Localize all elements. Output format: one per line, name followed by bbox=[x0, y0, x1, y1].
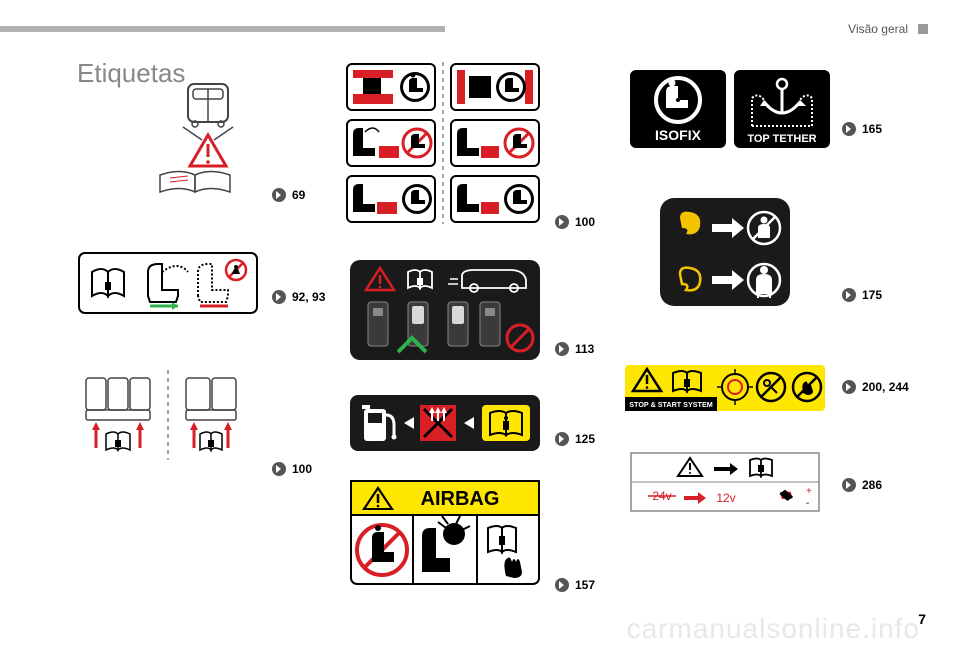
label-fuel bbox=[350, 395, 540, 451]
page-ref-92-93: 92, 93 bbox=[272, 290, 325, 304]
header-marker bbox=[918, 24, 928, 34]
page-ref-icon bbox=[842, 122, 856, 136]
label-seat-configs bbox=[343, 62, 543, 224]
label-airbag: AIRBAG bbox=[350, 480, 540, 585]
page-ref-text: 100 bbox=[575, 215, 595, 229]
page-ref-113: 113 bbox=[555, 342, 594, 356]
page-ref-69: 69 bbox=[272, 188, 305, 202]
page-ref-text: 157 bbox=[575, 578, 595, 592]
page-ref-text: 286 bbox=[862, 478, 882, 492]
page-ref-165: 165 bbox=[842, 122, 882, 136]
page-ref-text: 100 bbox=[292, 462, 312, 476]
page-ref-icon bbox=[555, 578, 569, 592]
page-ref-icon bbox=[555, 215, 569, 229]
label-stop-start: STOP & START SYSTEM bbox=[625, 365, 825, 411]
label-isofix-tether: ISOFIX TOP TETHER bbox=[630, 70, 830, 148]
label-voltage: 24v 12v + - bbox=[630, 452, 820, 512]
page-ref-text: 200, 244 bbox=[862, 380, 909, 394]
page-ref-text: 175 bbox=[862, 288, 882, 302]
page-ref-text: 113 bbox=[575, 342, 594, 356]
page-ref-icon bbox=[555, 432, 569, 446]
page-ref-icon bbox=[272, 290, 286, 304]
page-ref-157: 157 bbox=[555, 578, 595, 592]
page-ref-icon bbox=[842, 478, 856, 492]
page-ref-200-244: 200, 244 bbox=[842, 380, 909, 394]
isofix-text: ISOFIX bbox=[655, 127, 702, 143]
page-ref-286: 286 bbox=[842, 478, 882, 492]
svg-text:+: + bbox=[806, 486, 812, 497]
page-ref-175: 175 bbox=[842, 288, 882, 302]
label-read-manual bbox=[130, 80, 265, 200]
header-section: Visão geral bbox=[848, 22, 908, 36]
page-ref-icon bbox=[842, 380, 856, 394]
airbag-text: AIRBAG bbox=[421, 488, 500, 510]
page-ref-text: 69 bbox=[292, 188, 305, 202]
label-buckle bbox=[350, 260, 540, 360]
page-ref-text: 165 bbox=[862, 122, 882, 136]
page-ref-text: 92, 93 bbox=[292, 290, 325, 304]
stopstart-text: STOP & START SYSTEM bbox=[629, 400, 712, 409]
label-child-lock bbox=[660, 198, 790, 306]
page-ref-100b: 100 bbox=[555, 215, 595, 229]
watermark: carmanualsonline.info bbox=[627, 613, 920, 645]
label-seat-fold bbox=[78, 252, 258, 314]
header-gray-bar bbox=[0, 26, 445, 32]
page-ref-text: 125 bbox=[575, 432, 595, 446]
page-ref-icon bbox=[555, 342, 569, 356]
toptether-text: TOP TETHER bbox=[747, 133, 816, 145]
page-ref-125: 125 bbox=[555, 432, 595, 446]
page-ref-100a: 100 bbox=[272, 462, 312, 476]
label-bench-remove bbox=[78, 370, 258, 460]
page-ref-icon bbox=[272, 188, 286, 202]
v12-text: 12v bbox=[716, 491, 735, 505]
svg-text:-: - bbox=[806, 498, 809, 509]
page-ref-icon bbox=[272, 462, 286, 476]
page-ref-icon bbox=[842, 288, 856, 302]
